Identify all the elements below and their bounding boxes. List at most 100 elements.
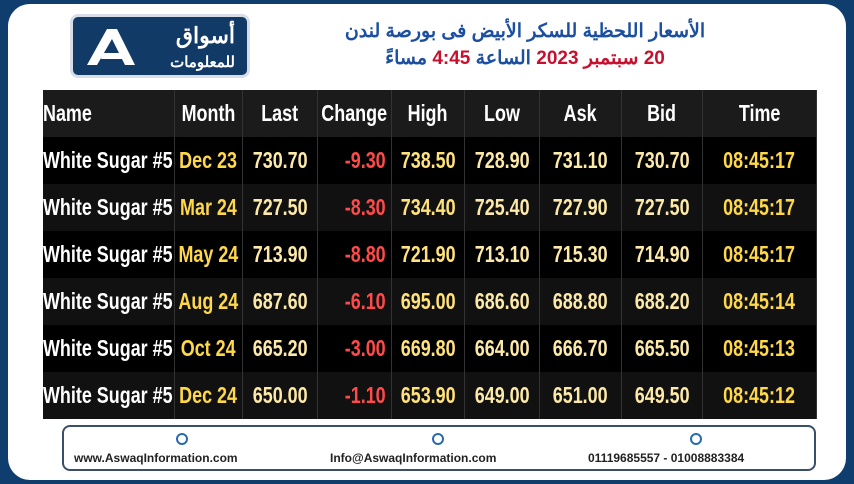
cell-text: 714.90 [634,241,690,267]
column-header: Ask [540,90,622,137]
cell-text: 649.00 [474,382,530,408]
mail-icon [432,433,444,445]
cell: 714.90 [622,231,703,278]
logo-icon [87,29,135,65]
logo-name: أسواق [175,23,235,48]
table-row: White Sugar #5 Mar 24 727.50 -8.30 734.40 725… [43,184,817,231]
cell-text: -3.00 [344,335,386,361]
cell: 649.00 [465,372,540,419]
cell: 734.40 [392,184,465,231]
cell-text: -1.10 [344,382,386,408]
cell-text: May 24 [178,241,239,267]
time-word: الساعة [475,48,531,69]
cell-text: 669.80 [400,335,456,361]
cell-text: 734.40 [400,194,456,220]
table-row: White Sugar #5 Aug 24 687.60 -6.10 695.00 686… [43,278,817,325]
cell-text: White Sugar #5 [43,288,173,314]
cell-text: 713.10 [474,241,530,267]
cell: 695.00 [392,278,465,325]
cell: 688.20 [622,278,703,325]
cell-text: Dec 23 [179,147,238,173]
phone-icon [690,433,702,445]
table-row: White Sugar #5 Dec 23 730.70 -9.30 738.50 728… [43,137,817,184]
cell-text: -6.10 [344,288,386,314]
cell-text: 730.70 [252,147,308,173]
cell-text: 665.20 [252,335,308,361]
column-header: Low [465,90,540,137]
cell-text: 650.00 [252,382,308,408]
cell: -3.00 [318,325,392,372]
table-row: White Sugar #5 May 24 713.90 -8.80 721.90 713… [43,231,817,278]
cell-text: 688.20 [634,288,690,314]
logo: أسواق للمعلومات [70,14,250,78]
cell-text: 721.90 [400,241,456,267]
cell: White Sugar #5 [43,372,175,419]
cell: -8.80 [318,231,392,278]
cell-text: 08:45:17 [723,194,796,220]
cell: 688.80 [540,278,622,325]
cell: 649.50 [622,372,703,419]
cell: 721.90 [392,231,465,278]
column-header: High [392,90,465,137]
cell-text: 730.70 [634,147,690,173]
cell: White Sugar #5 [43,184,175,231]
cell-text: 687.60 [252,288,308,314]
cell-text: Oct 24 [181,335,236,361]
web-icon [176,433,188,445]
cell: 665.20 [243,325,318,372]
cell: 713.10 [465,231,540,278]
cell: White Sugar #5 [43,137,175,184]
time: 4:45 [432,48,471,69]
cell-text: 713.90 [252,241,308,267]
column-header-text: High [408,100,448,126]
subtitle: 20 سبتمبر 2023 الساعة 4:45 مساءً [270,47,780,70]
title-block: الأسعار اللحظية للسكر الأبيض فى بورصة لن… [270,20,780,70]
cell: 08:45:14 [703,278,817,325]
cell: 08:45:17 [703,184,817,231]
period: مساءً [385,48,428,69]
cell-text: 08:45:17 [723,241,796,267]
cell: 731.10 [540,137,622,184]
cell: 713.90 [243,231,318,278]
cell-text: White Sugar #5 [43,194,173,220]
cell: Mar 24 [175,184,243,231]
table-row: White Sugar #5 Dec 24 650.00 -1.10 653.90 649… [43,372,817,419]
cell-text: 664.00 [474,335,530,361]
cell-text: 653.90 [400,382,456,408]
cell: 664.00 [465,325,540,372]
header-row: Name Month Last Change High Low Ask Bid Time [43,90,817,137]
cell: 08:45:12 [703,372,817,419]
cell-text: 08:45:12 [723,382,796,408]
cell: 727.90 [540,184,622,231]
cell-text: -8.30 [344,194,386,220]
cell: Dec 23 [175,137,243,184]
column-header-text: Time [738,100,781,126]
column-header: Change [318,90,392,137]
cell: 665.50 [622,325,703,372]
cell: Aug 24 [175,278,243,325]
cell: 715.30 [540,231,622,278]
cell-text: 686.60 [474,288,530,314]
cell: May 24 [175,231,243,278]
cell: 730.70 [243,137,318,184]
column-header-text: Change [321,100,388,126]
cell: 653.90 [392,372,465,419]
cell-text: 738.50 [400,147,456,173]
cell-text: 695.00 [400,288,456,314]
cell: White Sugar #5 [43,325,175,372]
cell-text: 727.50 [634,194,690,220]
cell: 687.60 [243,278,318,325]
cell: Oct 24 [175,325,243,372]
cell: White Sugar #5 [43,278,175,325]
cell-text: White Sugar #5 [43,147,173,173]
cell-text: 688.80 [553,288,608,314]
cell: White Sugar #5 [43,231,175,278]
website: www.AswaqInformation.com [74,451,238,465]
cell-text: 651.00 [553,382,608,408]
cell: 650.00 [243,372,318,419]
footer: www.AswaqInformation.com Info@AswaqInfor… [62,425,816,471]
column-header: Time [703,90,817,137]
cell-text: Mar 24 [180,194,237,220]
cell-text: Aug 24 [178,288,239,314]
